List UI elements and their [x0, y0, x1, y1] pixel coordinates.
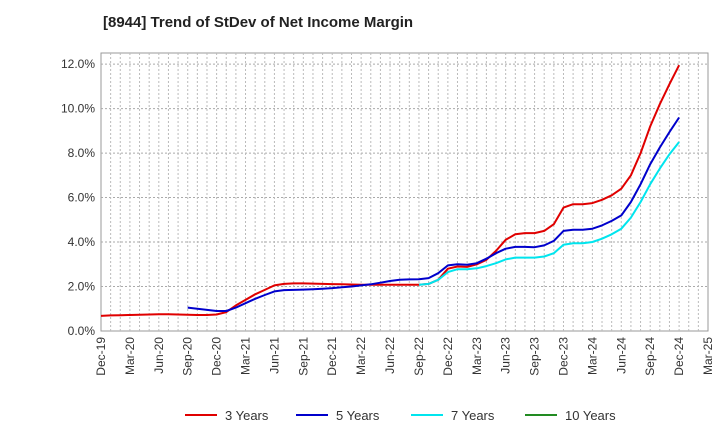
- x-tick-label: Jun-23: [499, 337, 513, 374]
- y-tick-label: 2.0%: [68, 280, 96, 294]
- x-tick-label: Mar-20: [123, 337, 137, 375]
- x-tick-label: Dec-21: [325, 337, 339, 376]
- x-tick-label: Mar-24: [585, 337, 599, 375]
- x-tick-label: Mar-21: [239, 337, 253, 375]
- legend-label-7-years: 7 Years: [451, 408, 495, 423]
- y-tick-label: 10.0%: [61, 102, 95, 116]
- y-tick-label: 0.0%: [68, 324, 96, 338]
- x-tick-label: Sep-21: [296, 337, 310, 376]
- x-tick-label: Mar-23: [470, 337, 484, 375]
- legend-label-5-years: 5 Years: [336, 408, 380, 423]
- legend-label-3-years: 3 Years: [225, 408, 269, 423]
- x-tick-label: Mar-22: [354, 337, 368, 375]
- x-tick-label: Sep-20: [181, 337, 195, 376]
- x-tick-label: Dec-19: [94, 337, 108, 376]
- x-tick-label: Dec-23: [556, 337, 570, 376]
- x-tick-label: Jun-24: [614, 337, 628, 374]
- x-tick-label: Dec-22: [441, 337, 455, 376]
- x-tick-label: Sep-22: [412, 337, 426, 376]
- series-line-5-years: [187, 116, 680, 312]
- y-tick-label: 12.0%: [61, 57, 95, 71]
- x-tick-label: Jun-20: [152, 337, 166, 374]
- chart-title: [8944] Trend of StDev of Net Income Marg…: [103, 14, 414, 31]
- x-tick-label: Sep-23: [528, 337, 542, 376]
- y-tick-label: 8.0%: [68, 146, 96, 160]
- legend-label-10-years: 10 Years: [565, 408, 616, 423]
- y-tick-label: 6.0%: [68, 191, 96, 205]
- x-tick-label: Jun-22: [383, 337, 397, 374]
- x-tick-label: Dec-24: [672, 337, 686, 376]
- x-tick-label: Sep-24: [643, 337, 657, 376]
- y-tick-label: 4.0%: [68, 235, 96, 249]
- x-tick-label: Dec-20: [210, 337, 224, 376]
- x-tick-label: Mar-25: [701, 337, 715, 375]
- series-line-3-years: [100, 64, 680, 317]
- x-tick-label: Jun-21: [267, 337, 281, 374]
- series-line-7-years: [418, 141, 680, 286]
